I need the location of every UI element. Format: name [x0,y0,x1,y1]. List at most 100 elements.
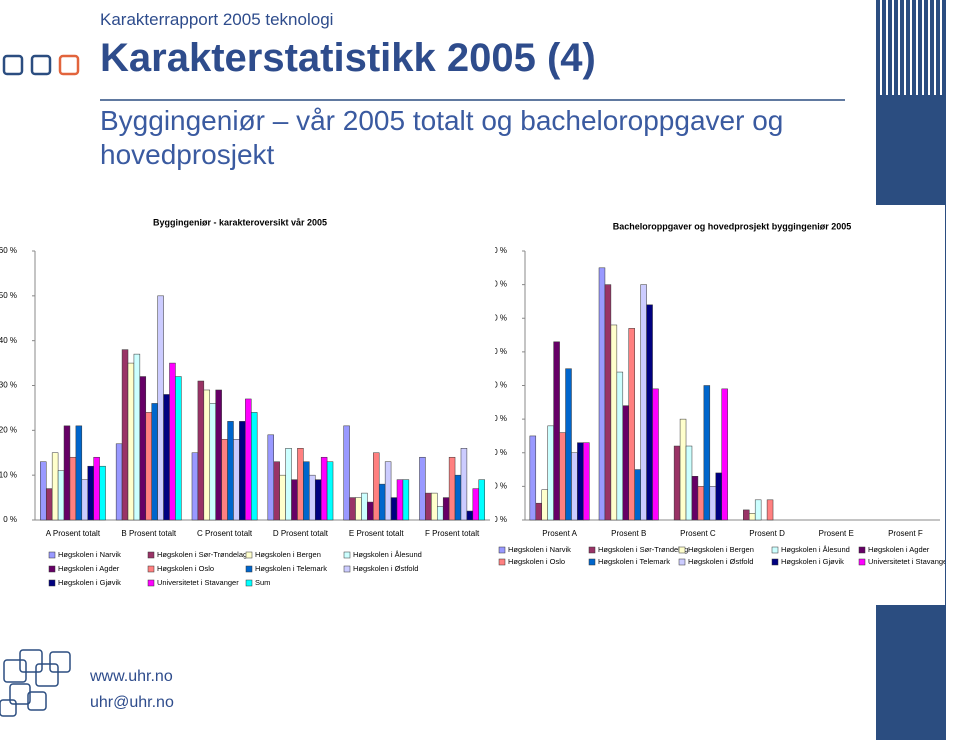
heading: Byggingeniør – vår 2005 totalt og bachel… [100,105,784,170]
bar [45,488,53,521]
legend-swatch [48,565,56,573]
legend-label: Høgskolen i Ålesund [353,550,422,559]
legend-swatch [858,546,866,554]
bar [419,456,426,521]
bar [245,398,252,521]
bar [239,421,246,521]
bar [448,456,456,521]
legend-swatch [147,551,155,559]
chart-title: Byggingeniør - karakteroversikt vår 2005 [153,217,327,227]
x-tick-label: A Prosent totalt [46,529,101,538]
bar [402,479,410,521]
legend-swatch [245,551,253,559]
bar [640,284,647,521]
bar [378,483,386,521]
subtitle: Karakterrapport 2005 teknologi [100,10,334,29]
bar [673,445,681,521]
x-tick-label: Prosent D [749,529,785,538]
chart: Byggingeniør - karakteroversikt vår 2005… [0,217,490,587]
bar [604,284,612,521]
bar [571,452,578,521]
bar [547,425,554,521]
y-tick-label: 10 % [0,470,17,479]
bar [273,461,280,521]
legend-label: Høgskolen i Oslo [508,557,565,566]
legend-label: Universitetet i Stavanger [868,557,945,566]
bar [139,376,147,521]
legend-swatch [858,558,866,566]
logo-mesh [0,649,71,717]
bar [715,472,722,521]
bar [460,448,468,521]
legend-swatch [48,551,56,559]
bar [267,434,274,521]
bar [40,461,47,521]
x-tick-label: B Prosent totalt [121,529,176,538]
bar [652,388,659,521]
x-tick-label: Prosent C [680,529,716,538]
bar [57,470,65,521]
bar [75,425,83,521]
bar [81,479,88,521]
bar [367,501,374,521]
bar [51,452,59,521]
bar [472,488,480,521]
legend-swatch [771,546,779,554]
bar [175,376,182,521]
legend-swatch [678,558,686,566]
bar [349,497,356,521]
bar [63,425,71,521]
bar [279,474,286,521]
bar [163,394,170,521]
y-tick-label: 0 % [495,515,507,524]
bar [598,267,606,521]
legend-label: Høgskolen i Østfold [353,564,418,573]
legend-swatch [343,551,351,559]
bar [343,425,350,521]
bar [610,324,618,521]
bar [145,412,152,521]
legend-swatch [245,579,253,587]
legend-swatch [147,565,155,573]
bar [754,499,762,521]
bar [721,388,728,521]
bar [291,479,298,521]
legend-label: Høgskolen i Gjøvik [781,557,844,566]
bar [326,461,334,521]
bar [227,421,234,521]
x-tick-label: E Prosent totalt [349,529,404,538]
bar [541,489,548,521]
bar [251,412,258,521]
bar [115,443,123,521]
bar [628,328,635,521]
bar [622,405,629,521]
bar [577,442,584,521]
bar [384,461,392,521]
x-tick-label: Prosent B [611,529,646,538]
y-tick-label: 20 % [0,425,17,434]
bar [169,362,176,521]
legend-label: Høgskolen i Sør-Trøndelag [157,550,247,559]
bar [454,474,462,521]
bar [442,497,450,521]
legend-label: Høgskolen i Agder [58,564,120,573]
bar [646,304,653,521]
bar [69,456,77,521]
title: Karakterstatistikk 2005 (4) [100,36,596,80]
bar [697,486,705,521]
y-tick-label: 40 % [0,336,17,345]
bar [215,389,222,521]
bar [203,389,211,521]
y-tick-label: 70 % [495,280,507,289]
x-tick-label: F Prosent totalt [425,529,480,538]
bar [583,442,590,521]
bar [425,492,432,521]
bar [309,474,316,521]
bar [314,479,322,521]
chart: Bacheloroppgaver og hovedprosjekt byggin… [495,221,945,566]
legend-swatch [771,558,779,566]
bar [127,362,135,521]
bar [355,497,362,521]
side-stripes [880,0,942,95]
bar [320,456,328,521]
